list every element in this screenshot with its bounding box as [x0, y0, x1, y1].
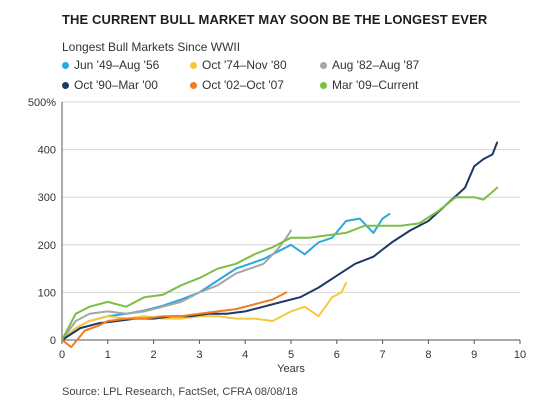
legend-marker-oct90 [62, 81, 69, 89]
x-tick-label: 7 [380, 349, 386, 361]
series-line-4 [61, 291, 288, 349]
y-tick-label: 200 [38, 240, 56, 252]
legend-label-jun49: Jun '49–Aug '56 [74, 58, 160, 72]
chart-title: THE CURRENT BULL MARKET MAY SOON BE THE … [62, 12, 488, 27]
x-tick-label: 9 [471, 349, 477, 361]
legend-marker-mar09 [320, 81, 327, 89]
series-line-3 [61, 141, 499, 341]
x-axis-title: Years [277, 363, 305, 375]
axes [61, 102, 521, 344]
legend-label-oct74: Oct '74–Nov '80 [202, 58, 287, 72]
gridlines [62, 101, 520, 293]
legend-label-aug82: Aug '82–Aug '87 [332, 58, 420, 72]
legend-item-aug82: Aug '82–Aug '87 [320, 58, 419, 72]
y-tick-label: 300 [38, 192, 56, 204]
x-tick-label: 1 [105, 349, 111, 361]
series-lines [61, 141, 499, 349]
x-tick-label: 4 [242, 349, 248, 361]
tick-labels: 0 100 200 300 400 500% 0 1 2 3 4 5 6 7 8 9 10 Years [28, 97, 526, 375]
legend-marker-aug82 [320, 61, 327, 69]
chart-subtitle: Longest Bull Markets Since WWII [62, 40, 241, 54]
y-tick-label: 0 [50, 335, 56, 347]
legend-marker-jun49 [62, 61, 69, 69]
x-tick-label: 3 [196, 349, 202, 361]
x-tick-label: 8 [425, 349, 431, 361]
legend-item-jun49: Jun '49–Aug '56 [62, 58, 159, 72]
series-line-2 [61, 229, 292, 341]
legend-label-oct02: Oct '02–Oct '07 [202, 78, 284, 92]
series-line-1 [61, 281, 347, 341]
legend-marker-oct02 [190, 81, 197, 89]
x-tick-label: 2 [151, 349, 157, 361]
series-line-0 [61, 212, 391, 341]
source-note: Source: LPL Research, FactSet, CFRA 08/0… [62, 386, 298, 398]
legend-item-oct90: Oct '90–Mar '00 [62, 78, 158, 92]
y-tick-label: 500% [28, 97, 56, 109]
x-tick-label: 6 [334, 349, 340, 361]
x-tick-label: 5 [288, 349, 294, 361]
x-tick-label: 10 [514, 349, 526, 361]
x-tick-label: 0 [59, 349, 65, 361]
legend-item-mar09: Mar '09–Current [320, 78, 418, 92]
y-tick-label: 100 [38, 287, 56, 299]
legend-item-oct02: Oct '02–Oct '07 [190, 78, 284, 92]
y-tick-label: 400 [38, 145, 56, 157]
legend-label-mar09: Mar '09–Current [332, 78, 419, 92]
legend-item-oct74: Oct '74–Nov '80 [190, 58, 287, 72]
legend-label-oct90: Oct '90–Mar '00 [74, 78, 158, 92]
legend-marker-oct74 [190, 61, 197, 69]
series-line-5 [61, 186, 499, 341]
